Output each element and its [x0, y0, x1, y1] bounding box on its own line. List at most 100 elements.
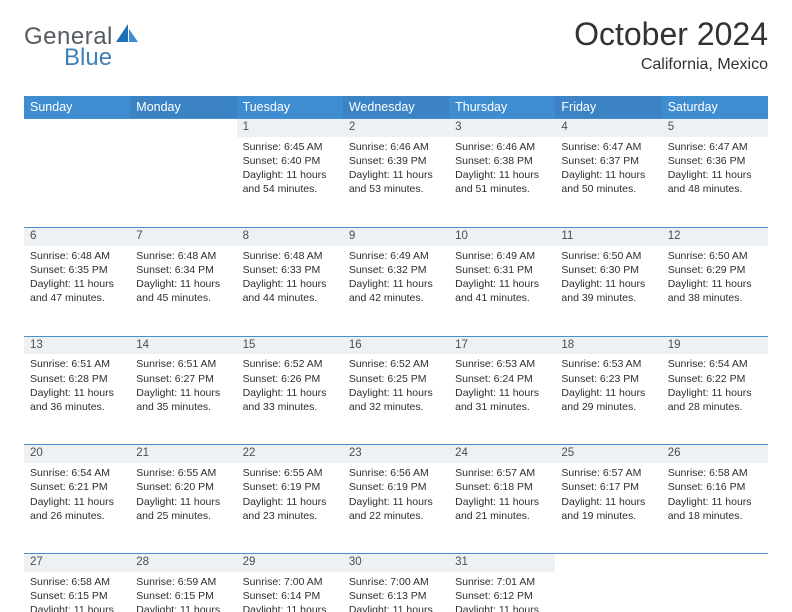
daynum-row: 20212223242526	[24, 444, 768, 463]
sunrise-line: Sunrise: 6:49 AM	[455, 250, 535, 262]
sunrise-line: Sunrise: 6:48 AM	[30, 250, 110, 262]
day-cell: Sunrise: 6:46 AMSunset: 6:39 PMDaylight:…	[343, 137, 449, 227]
daylight-line: Daylight: 11 hours and 26 minutes.	[30, 496, 114, 522]
daylight-line: Daylight: 11 hours and 36 minutes.	[30, 387, 114, 413]
day-number: 15	[237, 336, 343, 355]
sunrise-line: Sunrise: 6:52 AM	[349, 358, 429, 370]
daylight-line: Daylight: 11 hours and 48 minutes.	[668, 169, 752, 195]
day-number: 16	[343, 336, 449, 355]
day-cell: Sunrise: 6:51 AMSunset: 6:27 PMDaylight:…	[130, 354, 236, 444]
sunrise-line: Sunrise: 6:52 AM	[243, 358, 323, 370]
daylight-line: Daylight: 11 hours and 14 minutes.	[243, 604, 327, 612]
daylight-line: Daylight: 11 hours and 12 minutes.	[349, 604, 433, 612]
daylight-line: Daylight: 11 hours and 25 minutes.	[136, 496, 220, 522]
daylight-line: Daylight: 11 hours and 42 minutes.	[349, 278, 433, 304]
sunset-line: Sunset: 6:37 PM	[561, 155, 639, 167]
sunset-line: Sunset: 6:12 PM	[455, 590, 533, 602]
sunset-line: Sunset: 6:35 PM	[30, 264, 108, 276]
sunrise-line: Sunrise: 7:00 AM	[349, 576, 429, 588]
day-cell-body: Sunrise: 6:45 AMSunset: 6:40 PMDaylight:…	[239, 137, 341, 197]
sunset-line: Sunset: 6:33 PM	[243, 264, 321, 276]
day-number: 26	[662, 444, 768, 463]
weekday-header-row: SundayMondayTuesdayWednesdayThursdayFrid…	[24, 96, 768, 119]
day-cell: Sunrise: 6:53 AMSunset: 6:24 PMDaylight:…	[449, 354, 555, 444]
daylight-line: Daylight: 11 hours and 41 minutes.	[455, 278, 539, 304]
day-number: 28	[130, 553, 236, 572]
day-cell-body: Sunrise: 6:50 AMSunset: 6:29 PMDaylight:…	[664, 246, 766, 306]
day-number: 5	[662, 118, 768, 137]
sunrise-line: Sunrise: 6:48 AM	[136, 250, 216, 262]
day-number: 14	[130, 336, 236, 355]
day-cell: Sunrise: 6:45 AMSunset: 6:40 PMDaylight:…	[237, 137, 343, 227]
calendar-table: SundayMondayTuesdayWednesdayThursdayFrid…	[24, 96, 768, 612]
day-number: 25	[555, 444, 661, 463]
day-cell-body: Sunrise: 6:56 AMSunset: 6:19 PMDaylight:…	[345, 463, 447, 523]
sunrise-line: Sunrise: 6:58 AM	[668, 467, 748, 479]
daylight-line: Daylight: 11 hours and 45 minutes.	[136, 278, 220, 304]
day-cell-body: Sunrise: 6:58 AMSunset: 6:16 PMDaylight:…	[664, 463, 766, 523]
weekday-header: Sunday	[24, 96, 130, 119]
sunset-line: Sunset: 6:23 PM	[561, 373, 639, 385]
day-cell-body: Sunrise: 6:49 AMSunset: 6:31 PMDaylight:…	[451, 246, 553, 306]
day-cell: Sunrise: 6:47 AMSunset: 6:37 PMDaylight:…	[555, 137, 661, 227]
daylight-line: Daylight: 11 hours and 31 minutes.	[455, 387, 539, 413]
daylight-line: Daylight: 11 hours and 32 minutes.	[349, 387, 433, 413]
sunset-line: Sunset: 6:40 PM	[243, 155, 321, 167]
day-number: 23	[343, 444, 449, 463]
day-number: 27	[24, 553, 130, 572]
day-cell-body: Sunrise: 6:46 AMSunset: 6:39 PMDaylight:…	[345, 137, 447, 197]
day-cell: Sunrise: 6:53 AMSunset: 6:23 PMDaylight:…	[555, 354, 661, 444]
weekday-header: Wednesday	[343, 96, 449, 119]
week-row: Sunrise: 6:48 AM Sunset: 6:35 PM Daylight:…	[24, 246, 768, 336]
sunrise-line: Sunrise: 6:46 AM	[455, 141, 535, 153]
daylight-line: Daylight: 11 hours and 33 minutes.	[243, 387, 327, 413]
day-number: 8	[237, 227, 343, 246]
day-number: 11	[555, 227, 661, 246]
day-cell: Sunrise: 6:52 AM Sunset: 6:26 PM Daylight:…	[237, 354, 343, 444]
day-number: 20	[24, 444, 130, 463]
daylight-line: Daylight: 11 hours and 47 minutes.	[30, 278, 114, 304]
week-row: Sunrise: 6:58 AMSunset: 6:15 PMDaylight:…	[24, 572, 768, 612]
day-cell-body: Sunrise: 6:57 AMSunset: 6:18 PMDaylight:…	[451, 463, 553, 523]
sunrise-line: Sunrise: 6:54 AM	[668, 358, 748, 370]
day-cell-body: Sunrise: 6:55 AMSunset: 6:19 PMDaylight:…	[239, 463, 341, 523]
day-number: 3	[449, 118, 555, 137]
day-cell: Sunrise: 6:48 AMSunset: 6:34 PMDaylight:…	[130, 246, 236, 336]
day-cell-body: Sunrise: 6:51 AMSunset: 6:27 PMDaylight:…	[132, 354, 234, 414]
sunset-line: Sunset: 6:30 PM	[561, 264, 639, 276]
sunrise-line: Sunrise: 6:47 AM	[668, 141, 748, 153]
sunset-line: Sunset: 6:26 PM	[243, 373, 321, 385]
day-cell: Sunrise: 6:54 AMSunset: 6:21 PMDaylight:…	[24, 463, 130, 553]
daylight-line: Daylight: 11 hours and 23 minutes.	[243, 496, 327, 522]
day-number: 2	[343, 118, 449, 137]
day-cell-body: Sunrise: 6:50 AMSunset: 6:30 PMDaylight:…	[557, 246, 659, 306]
day-cell	[555, 572, 661, 612]
sunset-line: Sunset: 6:27 PM	[136, 373, 214, 385]
day-cell-body: Sunrise: 6:51 AMSunset: 6:28 PMDaylight:…	[26, 354, 128, 414]
day-cell: Sunrise: 6:52 AM Sunset: 6:25 PM Daylight:…	[343, 354, 449, 444]
day-number-empty	[24, 118, 130, 137]
week-row: Sunrise: 6:45 AMSunset: 6:40 PMDaylight:…	[24, 137, 768, 227]
sunrise-line: Sunrise: 6:53 AM	[455, 358, 535, 370]
day-number: 7	[130, 227, 236, 246]
sunrise-line: Sunrise: 7:01 AM	[455, 576, 535, 588]
daynum-row: 2728293031	[24, 553, 768, 572]
day-cell	[24, 137, 130, 227]
day-number: 10	[449, 227, 555, 246]
sunrise-line: Sunrise: 6:57 AM	[455, 467, 535, 479]
daynum-row: 6789101112	[24, 227, 768, 246]
day-cell: Sunrise: 6:48 AMSunset: 6:33 PMDaylight:…	[237, 246, 343, 336]
daylight-line: Daylight: 11 hours and 22 minutes.	[349, 496, 433, 522]
sunrise-line: Sunrise: 6:59 AM	[136, 576, 216, 588]
day-cell: Sunrise: 6:55 AMSunset: 6:20 PMDaylight:…	[130, 463, 236, 553]
day-cell: Sunrise: 6:50 AMSunset: 6:29 PMDaylight:…	[662, 246, 768, 336]
day-number: 21	[130, 444, 236, 463]
sunset-line: Sunset: 6:25 PM	[349, 373, 427, 385]
day-number: 24	[449, 444, 555, 463]
week-row: Sunrise: 6:51 AMSunset: 6:28 PMDaylight:…	[24, 354, 768, 444]
day-cell: Sunrise: 7:01 AMSunset: 6:12 PMDaylight:…	[449, 572, 555, 612]
sunset-line: Sunset: 6:15 PM	[136, 590, 214, 602]
weekday-header: Thursday	[449, 96, 555, 119]
daylight-line: Daylight: 11 hours and 53 minutes.	[349, 169, 433, 195]
sunrise-line: Sunrise: 6:50 AM	[561, 250, 641, 262]
